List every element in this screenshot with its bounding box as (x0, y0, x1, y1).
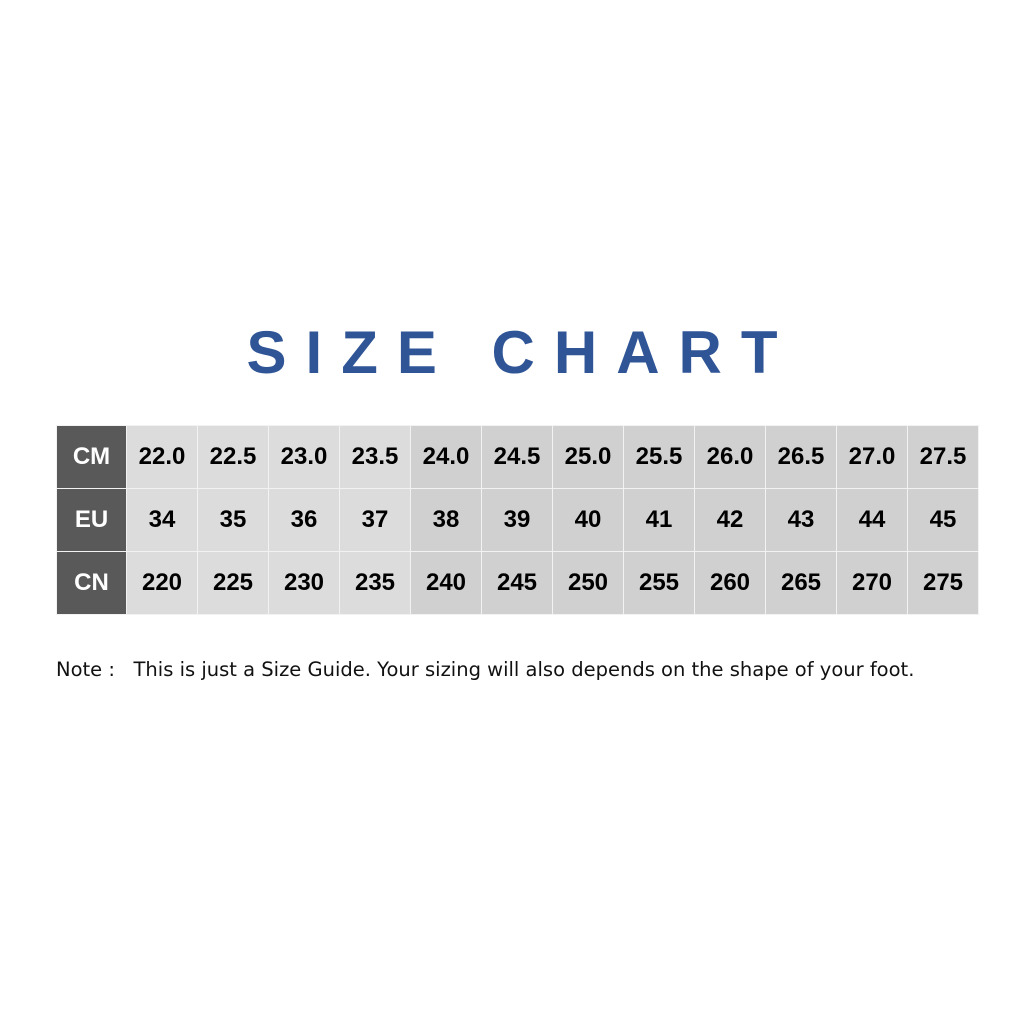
table-cell: 255 (623, 551, 695, 615)
table-cell: 25.0 (552, 425, 624, 489)
table-cell: 42 (694, 488, 766, 552)
table-cell: 270 (836, 551, 908, 615)
table-cell: 260 (694, 551, 766, 615)
table-row: EU 34 35 36 37 38 39 40 41 42 43 44 45 (56, 488, 979, 552)
table-cell: 38 (410, 488, 482, 552)
table-cell: 225 (197, 551, 269, 615)
table-cell: 45 (907, 488, 979, 552)
table-cell: 26.0 (694, 425, 766, 489)
table-cell: 24.5 (481, 425, 553, 489)
table-cell: 43 (765, 488, 837, 552)
table-cell: 35 (197, 488, 269, 552)
table-cell: 34 (126, 488, 198, 552)
table-cell: 36 (268, 488, 340, 552)
table-cell: 220 (126, 551, 198, 615)
table-cell: 230 (268, 551, 340, 615)
table-cell: 240 (410, 551, 482, 615)
table-cell: 23.0 (268, 425, 340, 489)
table-cell: 37 (339, 488, 411, 552)
table-cell: 40 (552, 488, 624, 552)
table-cell: 26.5 (765, 425, 837, 489)
table-cell: 39 (481, 488, 553, 552)
table-row: CN 220 225 230 235 240 245 250 255 260 265 270 275 (56, 551, 979, 615)
table-cell: 250 (552, 551, 624, 615)
table-cell: 41 (623, 488, 695, 552)
table-cell: 44 (836, 488, 908, 552)
row-header: CN (56, 551, 127, 615)
table-cell: 22.0 (126, 425, 198, 489)
table-cell: 27.5 (907, 425, 979, 489)
table-cell: 27.0 (836, 425, 908, 489)
table-cell: 275 (907, 551, 979, 615)
table-row: CM 22.0 22.5 23.0 23.5 24.0 24.5 25.0 25.5 26.0 26… (56, 425, 979, 489)
table-cell: 235 (339, 551, 411, 615)
table-cell: 23.5 (339, 425, 411, 489)
page-title: SIZE CHART (246, 319, 797, 386)
size-table: CM 22.0 22.5 23.0 23.5 24.0 24.5 25.0 25.5 26.0 26… (56, 425, 979, 615)
table-cell: 24.0 (410, 425, 482, 489)
table-cell: 265 (765, 551, 837, 615)
table-cell: 25.5 (623, 425, 695, 489)
row-header: CM (56, 425, 127, 489)
table-cell: 22.5 (197, 425, 269, 489)
size-note: Note : This is just a Size Guide. Your s… (56, 658, 915, 681)
row-header: EU (56, 488, 127, 552)
table-cell: 245 (481, 551, 553, 615)
